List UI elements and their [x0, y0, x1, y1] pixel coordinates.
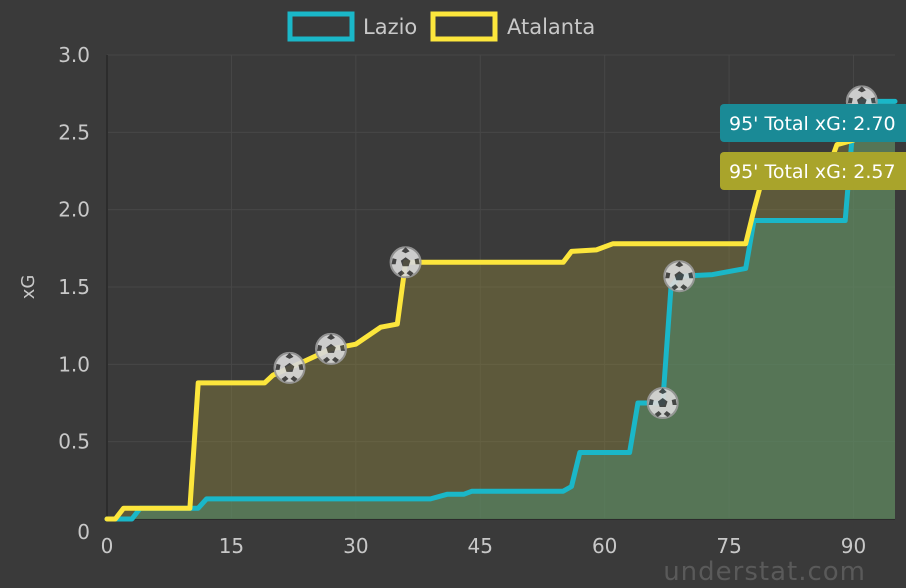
- tooltip-box: [720, 104, 906, 142]
- goal-ball-icon[interactable]: [389, 246, 422, 279]
- y-tick-label: 0: [77, 520, 90, 544]
- series-areas: [107, 101, 895, 520]
- x-tick-label: 45: [468, 534, 493, 558]
- goal-ball-icon[interactable]: [646, 387, 679, 419]
- lazio-line: [104, 98, 898, 522]
- y-axis-label: xG: [18, 275, 39, 300]
- y-tick-label: 0.5: [58, 430, 90, 454]
- legend-label: Atalanta: [507, 15, 595, 39]
- lazio-total-tooltip: 95' Total xG: 2.70: [720, 104, 906, 142]
- legend-label: Lazio: [363, 15, 417, 39]
- legend-swatch: [430, 11, 498, 42]
- tooltip-text: 95' Total xG: 2.57: [729, 161, 896, 183]
- goal-ball-icon[interactable]: [663, 260, 696, 293]
- y-tick-label: 2.0: [58, 198, 90, 222]
- watermark: understat.com: [663, 557, 866, 587]
- y-tick-label: 3.0: [58, 43, 90, 67]
- x-tick-label: 0: [101, 534, 114, 558]
- lazio-area: [107, 101, 895, 520]
- x-tick-label: 60: [592, 534, 617, 558]
- goal-ball-icon[interactable]: [315, 332, 347, 365]
- x-tick-label: 15: [219, 534, 244, 558]
- atalanta-total-tooltip: 95' Total xG: 2.57: [720, 152, 906, 190]
- total-xg-tooltips: 95' Total xG: 2.70 95' Total xG: 2.57: [720, 104, 906, 190]
- tooltip-box: [720, 152, 906, 190]
- y-tick-label: 1.0: [58, 352, 90, 376]
- legend[interactable]: Lazio Atalanta: [287, 11, 595, 42]
- goal-ball-icon[interactable]: [273, 351, 306, 384]
- y-tick-label: 1.5: [58, 275, 90, 299]
- tooltip-text: 95' Total xG: 2.70: [729, 113, 896, 135]
- x-tick-label: 30: [343, 534, 368, 558]
- legend-swatch: [287, 11, 355, 42]
- legend-item-lazio[interactable]: Lazio: [287, 11, 417, 42]
- legend-item-atalanta[interactable]: Atalanta: [430, 11, 595, 42]
- x-tick-label: 75: [716, 534, 741, 558]
- y-tick-label: 2.5: [58, 120, 90, 144]
- x-tick-label: 90: [841, 534, 866, 558]
